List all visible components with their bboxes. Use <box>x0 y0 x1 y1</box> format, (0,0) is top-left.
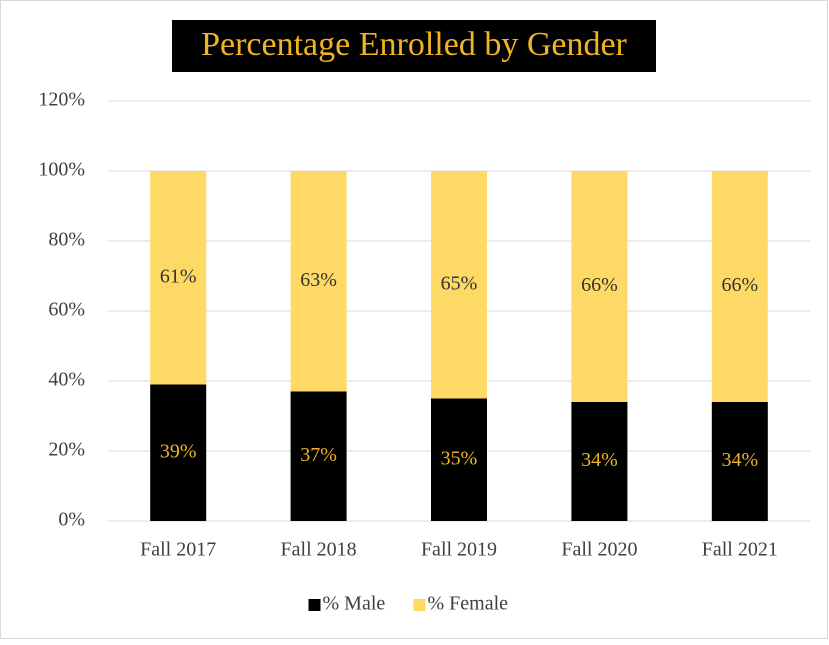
legend-label: % Female <box>428 593 509 615</box>
bar-segment <box>571 402 628 521</box>
x-tick-label: Fall 2021 <box>702 539 778 561</box>
data-label: 66% <box>581 274 618 296</box>
chart-title: Percentage Enrolled by Gender <box>201 26 627 63</box>
bar-segment <box>150 171 207 385</box>
y-tick-label: 20% <box>48 439 85 461</box>
data-label: 39% <box>160 440 197 462</box>
bar-segment <box>290 171 347 392</box>
data-label: 63% <box>300 269 337 291</box>
y-tick-label: 40% <box>48 369 85 391</box>
x-tick-label: Fall 2018 <box>281 539 357 561</box>
y-tick-label: 120% <box>38 89 85 111</box>
data-label: 65% <box>441 272 478 294</box>
data-label: 34% <box>581 449 618 471</box>
data-label: 37% <box>300 444 337 466</box>
y-tick-label: 80% <box>48 229 85 251</box>
data-label: 66% <box>721 274 758 296</box>
title-box <box>172 20 656 72</box>
legend-swatch <box>308 599 321 611</box>
bar-segment <box>431 398 487 521</box>
x-tick-label: Fall 2017 <box>140 539 216 561</box>
data-label: 61% <box>160 265 197 287</box>
legend-swatch <box>413 599 426 611</box>
bar-segment <box>150 384 207 521</box>
bar-segment <box>290 391 347 521</box>
bar-segment <box>571 171 628 402</box>
y-tick-label: 60% <box>48 299 85 321</box>
x-tick-label: Fall 2020 <box>561 539 637 561</box>
x-tick-label: Fall 2019 <box>421 539 497 561</box>
bar-segment <box>431 171 487 399</box>
y-tick-label: 100% <box>38 159 85 181</box>
bar-segment <box>711 402 768 521</box>
data-label: 35% <box>441 447 478 469</box>
legend-label: % Male <box>323 593 386 615</box>
y-tick-label: 0% <box>58 509 85 531</box>
data-label: 34% <box>721 449 758 471</box>
bar-segment <box>711 171 768 402</box>
